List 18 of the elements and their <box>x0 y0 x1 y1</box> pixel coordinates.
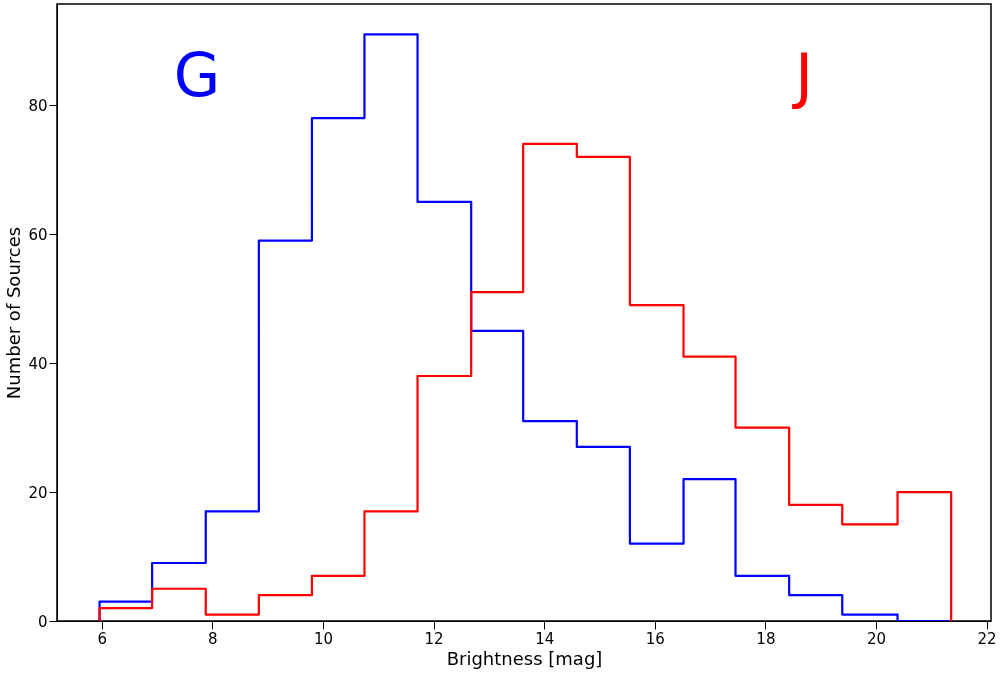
x-tick-label: 8 <box>208 629 218 648</box>
text: J <box>791 40 814 111</box>
y-tick-label: 20 <box>28 483 48 502</box>
x-tick-label: 6 <box>97 629 108 648</box>
x-axis-title: Brightness [mag] <box>446 647 603 669</box>
series-label: G <box>173 40 221 111</box>
x-tick-label: 18 <box>756 629 776 648</box>
x-tick-label: 14 <box>535 629 555 648</box>
y-tick-label: 80 <box>28 96 48 115</box>
x-tick-label: 12 <box>424 629 444 648</box>
x-tick-label: 16 <box>645 629 665 648</box>
y-tick-label: 0 <box>37 612 48 631</box>
x-tick-label: 10 <box>313 629 334 648</box>
y-tick-label: 60 <box>28 225 48 244</box>
x-tick-label: 20 <box>866 629 887 648</box>
x-tick-label: 22 <box>977 629 997 648</box>
y-axis-title: Number of Sources <box>3 226 25 400</box>
y-tick-label: 40 <box>28 354 48 373</box>
